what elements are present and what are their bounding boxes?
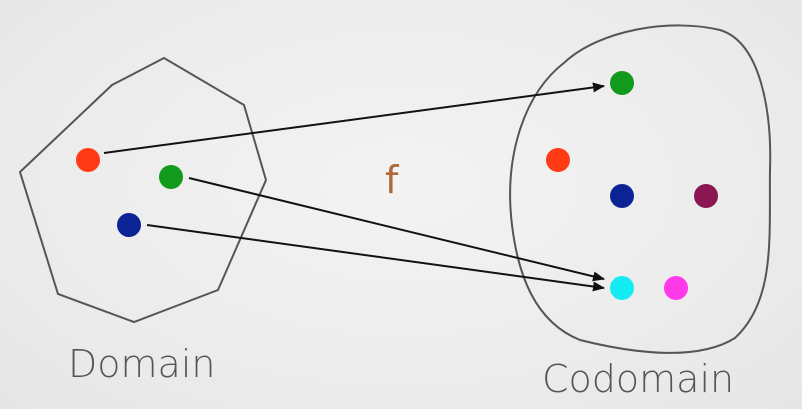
- arrow-navy-to-cyan: [146, 224, 605, 292]
- codomain-boundary: [509, 24, 772, 354]
- domain-point-green: [159, 165, 183, 189]
- domain-boundary: [18, 56, 268, 324]
- domain-label: Domain: [68, 342, 215, 386]
- codomain-points: [546, 71, 718, 300]
- mapping-arrows: [103, 82, 605, 292]
- codomain-point-navy: [610, 184, 634, 208]
- codomain-point-maroon: [694, 184, 718, 208]
- domain-point-navy: [117, 213, 141, 237]
- codomain-label: Codomain: [542, 357, 734, 401]
- domain-point-red: [76, 148, 100, 172]
- codomain-point-green: [610, 71, 634, 95]
- arrow-green-to-cyan: [188, 177, 605, 282]
- codomain-point-cyan: [610, 276, 634, 300]
- domain-points: [76, 148, 183, 237]
- codomain-point-red: [546, 148, 570, 172]
- codomain-point-magenta: [664, 276, 688, 300]
- function-label: f: [385, 158, 400, 202]
- arrow-red-to-green: [103, 82, 605, 154]
